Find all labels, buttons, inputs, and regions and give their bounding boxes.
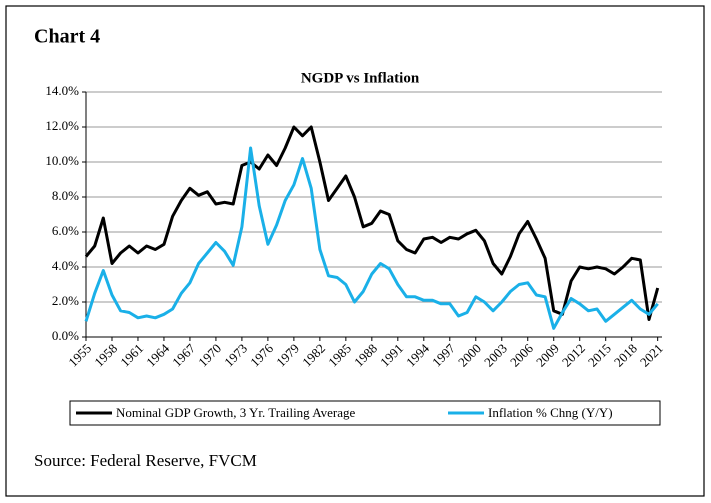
source: Source: Federal Reserve, FVCM xyxy=(34,451,257,470)
y-tick-label: 4.0% xyxy=(52,258,79,273)
legend-label: Inflation % Chng (Y/Y) xyxy=(488,405,613,420)
chart-label: Chart 4 xyxy=(34,26,100,48)
chart-title: NGDP vs Inflation xyxy=(301,70,420,86)
y-tick-label: 10.0% xyxy=(45,153,79,168)
y-tick-label: 12.0% xyxy=(45,118,79,133)
y-tick-label: 14.0% xyxy=(45,83,79,98)
y-tick-label: 2.0% xyxy=(52,293,79,308)
y-tick-label: 6.0% xyxy=(52,223,79,238)
y-tick-label: 0.0% xyxy=(52,328,79,343)
series-line xyxy=(84,146,659,330)
legend-box xyxy=(69,400,661,426)
legend-label: Nominal GDP Growth, 3 Yr. Trailing Avera… xyxy=(116,405,356,420)
y-tick-label: 8.0% xyxy=(52,188,79,203)
